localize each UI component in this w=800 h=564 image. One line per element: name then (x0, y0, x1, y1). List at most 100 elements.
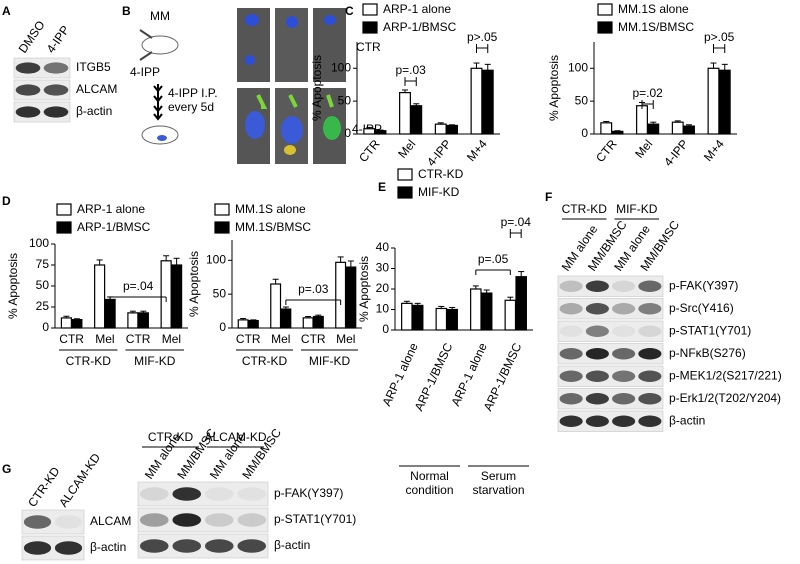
bar (312, 315, 324, 329)
panel-label: C (345, 4, 354, 18)
row-label: CTR (356, 40, 381, 54)
group-label: Serum starvation (472, 469, 525, 497)
y-axis-label: % Apoptosis (547, 55, 561, 121)
blot-band (15, 62, 41, 74)
blot-band (638, 280, 662, 292)
legend-label: MM.1S/BMSC (235, 220, 311, 234)
blot-band (612, 393, 636, 405)
bar (481, 69, 494, 135)
y-tick-label: 20 (376, 281, 390, 295)
y-tick-label: 10 (376, 302, 390, 316)
blot-strip (557, 320, 664, 342)
x-tick-label: ARP-1 alone (379, 340, 421, 408)
schematic-label: every 5d (168, 100, 214, 114)
blot-row-label: p-Erk1/2(T202/Y204) (669, 391, 781, 405)
x-tick-label: 4-IPP (424, 137, 454, 169)
blot-band (559, 280, 583, 292)
blot-strip (557, 343, 664, 365)
blot-band (612, 348, 636, 360)
panel-label: A (2, 4, 11, 18)
bar (683, 125, 695, 135)
blot-band (54, 515, 83, 529)
legend-swatch (397, 168, 413, 181)
bar (470, 67, 483, 135)
annotation: p=.03 (395, 63, 426, 77)
bar (707, 67, 720, 135)
legend-swatch (597, 21, 613, 34)
mouse-icon (141, 35, 179, 55)
y-tick-label: 100 (29, 236, 49, 250)
y-axis-label: % Apoptosis (6, 253, 20, 319)
blot-band (204, 487, 234, 501)
x-tick-label: Mel (271, 332, 290, 346)
blot-row-label: ALCAM (76, 82, 117, 96)
bar (71, 319, 83, 329)
blot-band (638, 393, 662, 405)
bar (435, 307, 448, 331)
signal (245, 111, 265, 139)
signal (245, 14, 259, 26)
group-label: CTR-KD (148, 430, 194, 444)
y-tick-label: 0 (581, 126, 588, 140)
x-tick-label: CTR (59, 332, 84, 346)
signal (281, 116, 303, 144)
x-tick-label: CTR (301, 332, 326, 346)
y-tick-label: 75 (36, 257, 50, 271)
blot-strip (137, 507, 269, 533)
x-tick-label: CTR (126, 332, 151, 346)
x-tick-label: Mel (95, 332, 114, 346)
blot-band (15, 84, 41, 96)
bar (515, 276, 527, 331)
annotation: p=.03 (298, 282, 329, 296)
y-tick-label: 100 (568, 60, 588, 74)
bar (504, 299, 517, 331)
y-tick-label: 50 (338, 93, 352, 107)
bar (171, 264, 183, 329)
signal (324, 15, 336, 25)
legend-label: MM.1S alone (618, 2, 689, 16)
y-tick-label: 30 (376, 261, 390, 275)
legend-swatch (362, 3, 378, 16)
legend-swatch (214, 221, 230, 234)
group-label: MIF-KD (616, 202, 658, 216)
legend-label: ARP-1 alone (383, 2, 451, 16)
bar (611, 130, 624, 135)
blot-band (139, 487, 169, 501)
x-tick-label: M+4 (701, 137, 727, 164)
bar (470, 288, 482, 331)
group-label: MIF-KD (309, 354, 351, 368)
blot-row-label: p-Src(Y416) (669, 301, 734, 315)
x-tick-label: Mel (395, 137, 418, 161)
bar (446, 124, 458, 135)
blot-strip (557, 365, 664, 387)
group-label: CTR-KD (242, 354, 288, 368)
x-tick-label: Mel (632, 137, 655, 161)
blot-band (612, 415, 636, 427)
blot-band (638, 415, 662, 427)
signal (284, 145, 296, 155)
blot-band (204, 513, 234, 527)
syringe (139, 29, 153, 39)
y-axis-label: % Apoptosis (310, 55, 324, 121)
y-tick-label: 0 (219, 320, 226, 334)
bar (247, 319, 259, 329)
x-tick-label: CTR (593, 137, 620, 165)
legend-label: CTR-KD (418, 167, 464, 181)
blot-row-label: ITGB5 (76, 60, 111, 74)
blot-column-label: DMSO (16, 18, 48, 56)
bar (399, 91, 411, 135)
legend-swatch (56, 203, 72, 216)
blot-band (638, 370, 662, 382)
blot-band (585, 415, 609, 427)
panel-label: B (122, 4, 131, 18)
blot-row-label: ALCAM (90, 514, 131, 528)
syringe (139, 51, 153, 61)
annotation: p=.04 (123, 279, 154, 293)
blot-band (559, 325, 583, 337)
y-tick-label: 100 (206, 252, 226, 266)
timeline-arrows (153, 84, 163, 121)
legend-swatch (597, 3, 613, 16)
bar (480, 292, 493, 331)
blot-band (612, 370, 636, 382)
x-tick-label: Mel (336, 332, 355, 346)
